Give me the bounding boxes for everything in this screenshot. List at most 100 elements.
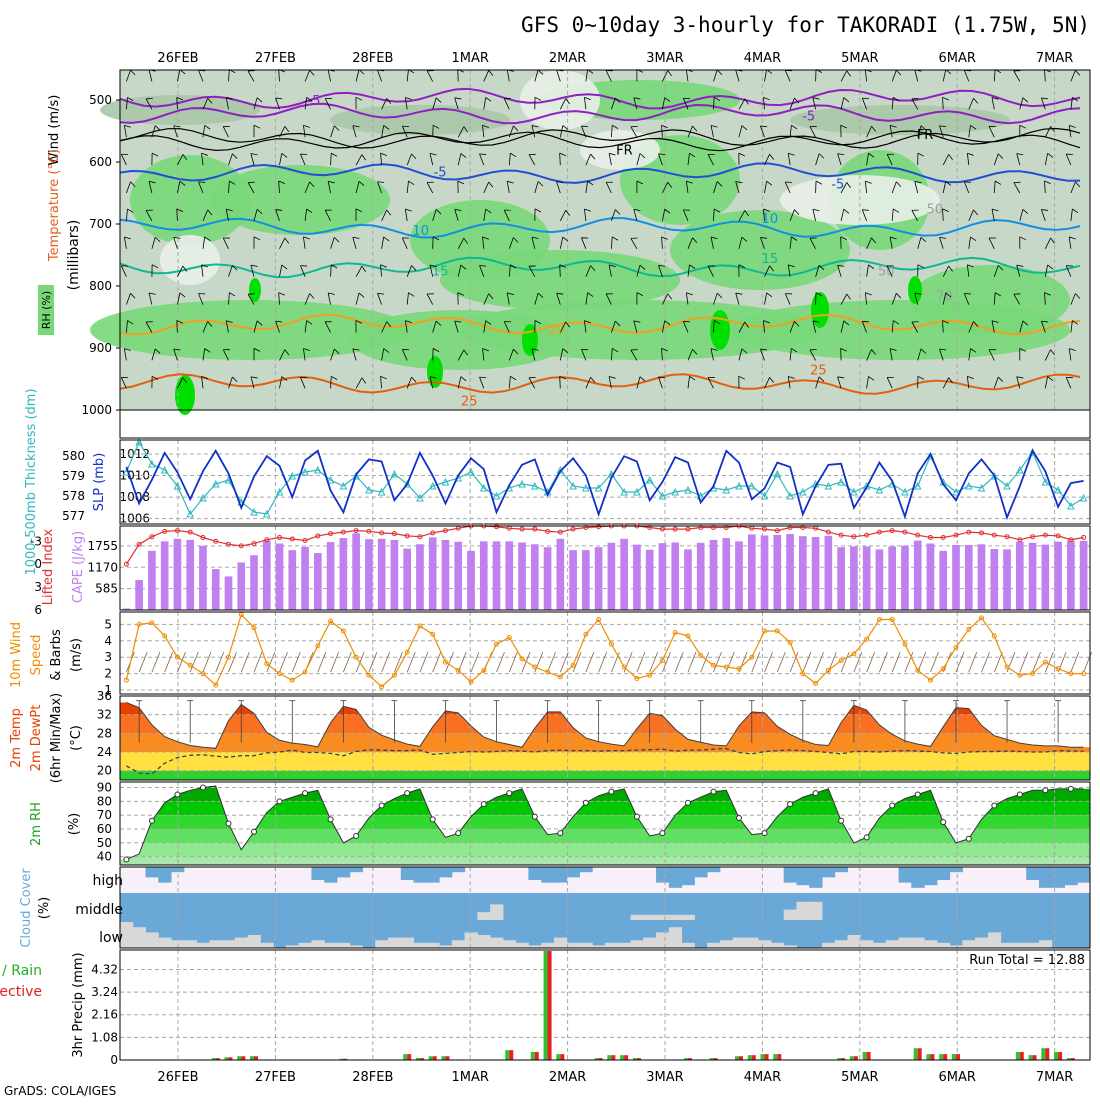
cloud-low-bar — [477, 935, 490, 948]
date-label-bottom: 1MAR — [451, 1070, 488, 1085]
precip-convective-bar — [560, 1054, 564, 1060]
cape-bar — [493, 541, 501, 610]
cloud-high-bar — [1064, 867, 1077, 885]
cape-bar — [850, 546, 858, 610]
date-label-bottom: 4MAR — [744, 1070, 781, 1085]
pressure-tick-label: 1000 — [81, 403, 112, 417]
cape-tick-label: 1755 — [87, 539, 118, 553]
cloud-high-bar — [439, 867, 452, 877]
rh-point — [430, 817, 435, 822]
cape-bar — [391, 540, 399, 610]
cape-bar — [327, 542, 335, 610]
surface-wind-barb — [139, 652, 147, 672]
date-label-bottom: 27FEB — [255, 1070, 296, 1085]
cape-bar — [671, 542, 679, 610]
precip-total-bar — [441, 1056, 445, 1060]
cape-bar — [914, 541, 922, 610]
cape-bar — [659, 543, 667, 610]
precip-convective-bar — [254, 1056, 258, 1060]
cape-tick-label: 585 — [95, 582, 118, 596]
wind-axis-title-2: Speed — [29, 635, 44, 676]
surface-wind-barb — [675, 652, 683, 672]
cloud-low-bar — [235, 938, 248, 948]
cape-bar — [250, 555, 258, 610]
surface-wind-barb — [892, 652, 900, 672]
cloud-low-bar — [209, 940, 222, 948]
rh-band-4 — [120, 829, 1090, 843]
precip-convective-bar — [611, 1055, 615, 1060]
cloud-low-bar — [516, 943, 529, 948]
surface-wind-barb — [994, 652, 1002, 672]
rh-tick-label: 90 — [97, 781, 112, 795]
precip-total-bar — [952, 1054, 956, 1060]
date-label-bottom: 26FEB — [157, 1070, 198, 1085]
cloud-low-bar — [962, 940, 975, 948]
rh-point — [992, 803, 997, 808]
cloud-low-bar — [1001, 943, 1014, 948]
surface-wind-barb — [1020, 652, 1028, 672]
cape-bar — [582, 550, 590, 610]
wind-tick-label: 2 — [104, 667, 112, 681]
surface-wind-barb — [930, 652, 938, 672]
precip-convective-bar — [765, 1054, 769, 1060]
precip-convective-bar — [930, 1054, 934, 1060]
cape-bar — [748, 534, 756, 610]
precip-tick-label: 1.08 — [91, 1030, 118, 1044]
cape-bar — [1003, 549, 1011, 610]
precip-total-bar — [531, 1052, 535, 1060]
cape-bar — [1080, 541, 1088, 610]
rh-point — [966, 836, 971, 841]
cape-bar — [429, 537, 437, 610]
date-label-bottom: 6MAR — [938, 1070, 975, 1085]
surface-wind-barb — [548, 652, 556, 672]
cape-bar — [557, 539, 565, 610]
precip-total-bar — [505, 1050, 509, 1060]
precip-total-bar — [863, 1052, 867, 1060]
cloud-high-bar — [656, 867, 669, 883]
cloud-low-bar — [1039, 940, 1052, 948]
precip-total-bar — [1041, 1048, 1045, 1060]
cloud-low-bar — [490, 938, 503, 948]
surface-wind-barb — [790, 652, 798, 672]
cape-bar — [276, 544, 284, 610]
precip-convective-bar — [241, 1056, 245, 1060]
rh-point — [711, 789, 716, 794]
cloud-low-bar — [388, 938, 401, 948]
rh-tick-label: 70 — [97, 808, 112, 822]
precip-total-bar — [850, 1056, 854, 1060]
cloud-low-bar — [745, 938, 758, 948]
cloud-low-bar — [886, 940, 899, 948]
rh-point — [634, 814, 639, 819]
pressure-tick-label: 700 — [89, 217, 112, 231]
precip-convective-bar — [956, 1054, 960, 1060]
cloud-high-bar — [707, 867, 720, 872]
cape-bar — [1029, 543, 1037, 610]
contour-label: FR — [616, 144, 633, 159]
precip-total-bar — [403, 1054, 407, 1060]
cloud-level-label: low — [99, 930, 123, 946]
cape-axis-title: CAPE (J/kg) — [71, 531, 86, 603]
surface-wind-barb — [331, 652, 339, 672]
contour-label: 25 — [461, 395, 478, 410]
cloud-high-bar — [822, 867, 835, 877]
cloud-low-bar — [656, 932, 669, 948]
slp-axis-title: SLP (mb) — [92, 453, 107, 512]
rh-point — [762, 831, 767, 836]
rh-point — [405, 791, 410, 796]
rh-patch-18 — [520, 70, 600, 130]
rh-point — [149, 818, 154, 823]
cloud-high-bar — [784, 867, 797, 883]
rh-point — [1068, 786, 1073, 791]
cloud-high-bar — [452, 867, 465, 872]
cloud-low-bar — [567, 943, 580, 948]
precip-convective-bar — [535, 1052, 539, 1060]
thickness-tick-label: 580 — [62, 449, 85, 463]
cape-tick-label: 1170 — [87, 560, 118, 574]
surface-wind-barb — [1033, 652, 1041, 672]
precip-convective-bar — [777, 1054, 781, 1060]
precip-total-bar — [1029, 1055, 1033, 1060]
cloud-low-bar — [643, 938, 656, 948]
precip-panel — [120, 950, 1090, 1060]
rh-patch-19 — [160, 235, 220, 285]
cape-bar — [799, 536, 807, 610]
